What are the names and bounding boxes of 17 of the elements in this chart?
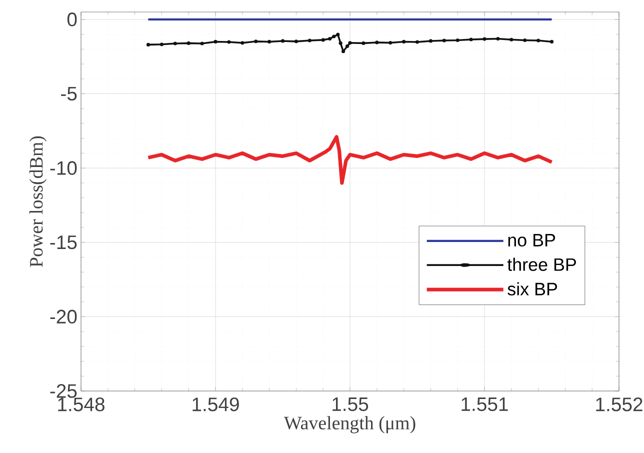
y-tick-label: -15 [50, 236, 77, 250]
x-axis-title: Wavelength (μm) [284, 416, 416, 434]
y-tick-label: -10 [50, 161, 77, 175]
y-tick-label: -25 [50, 384, 77, 398]
x-tick-label: 1.548 [58, 398, 104, 412]
legend-label: no BP [508, 234, 556, 247]
y-tick-label: 0 [67, 12, 77, 26]
x-tick-label: 1.549 [192, 398, 239, 412]
legend-label: six BP [508, 282, 557, 296]
y-axis-title: Power loss(dBm) [29, 136, 47, 267]
y-tick-label: -20 [50, 310, 77, 324]
line-series [146, 135, 554, 185]
legend-label: three BP [507, 258, 576, 271]
x-tick-label: 1.55 [332, 398, 368, 412]
y-tick-label: -5 [61, 86, 77, 101]
x-tick-label: 1.552 [596, 398, 642, 412]
x-tick-label: 1.551 [462, 398, 508, 412]
